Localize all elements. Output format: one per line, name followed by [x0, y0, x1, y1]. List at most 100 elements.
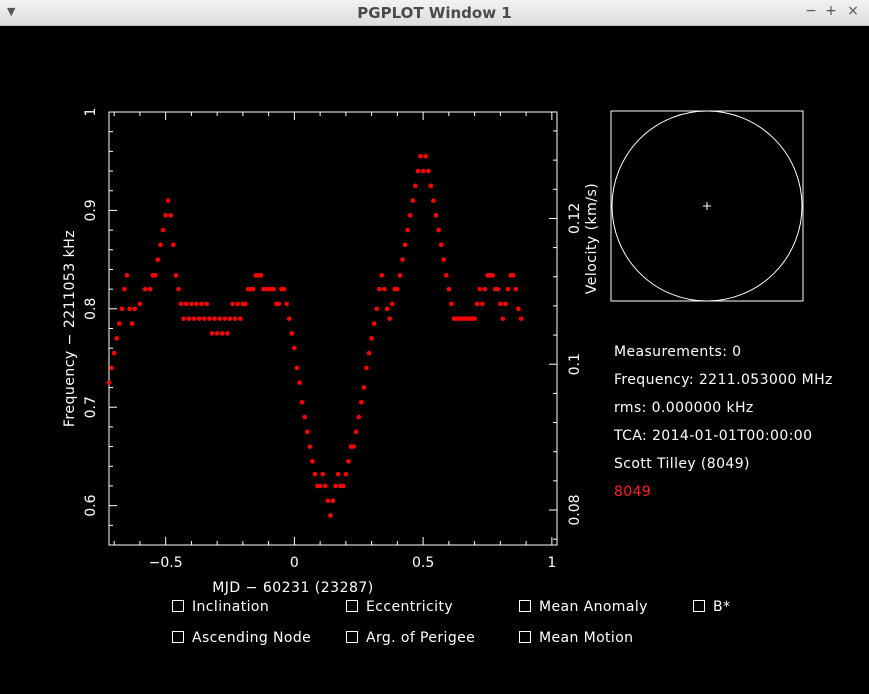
checkbox-box[interactable] — [346, 631, 358, 643]
data-point — [330, 498, 336, 504]
data-point — [114, 336, 120, 341]
data-point — [129, 321, 135, 326]
data-point — [500, 316, 506, 321]
data-point — [495, 286, 501, 292]
data-point — [490, 273, 495, 278]
data-point — [225, 331, 230, 336]
data-point — [361, 385, 367, 390]
data-point — [389, 301, 395, 307]
data-point — [340, 483, 346, 489]
data-point — [433, 213, 439, 218]
data-point — [425, 168, 431, 174]
data-point — [382, 286, 387, 292]
data-point — [214, 331, 220, 336]
data-point — [212, 316, 217, 321]
y2-tick-label: 0.08 — [567, 494, 583, 525]
data-point — [186, 316, 192, 321]
data-point — [513, 286, 519, 292]
data-point — [317, 483, 323, 489]
data-point — [351, 444, 356, 449]
data-point — [297, 380, 302, 385]
data-point — [281, 286, 287, 292]
data-point — [294, 365, 300, 371]
data-point — [302, 414, 307, 420]
data-point — [124, 273, 130, 278]
data-point — [405, 227, 410, 233]
window-title: PGPLOT Window 1 — [357, 4, 512, 22]
window-menu-icon[interactable]: ▼ — [7, 5, 16, 18]
data-point — [209, 331, 215, 336]
mean-anomaly-checkbox[interactable]: Mean Anomaly — [519, 599, 648, 615]
data-point — [219, 331, 225, 336]
checkbox-box[interactable] — [172, 600, 184, 612]
data-point — [183, 301, 189, 307]
data-point — [304, 429, 310, 435]
x-tick-label: 0.5 — [412, 555, 434, 571]
tca-readout: TCA: 2014-01-01T00:00:00 — [614, 428, 813, 444]
plot-frame — [108, 111, 558, 546]
minimize-button[interactable]: − — [805, 3, 817, 19]
y-tick-label: 0.6 — [83, 494, 99, 516]
data-point — [122, 286, 127, 292]
checkbox-box[interactable] — [693, 600, 705, 612]
data-point — [199, 301, 204, 307]
data-point — [366, 350, 372, 356]
data-point — [158, 242, 163, 248]
data-point — [423, 153, 428, 159]
frequency-chart[interactable]: −0.5 0 0.5 1 0.6 0.7 0.8 0.9 1 0.08 0.1 0.12 MJD − 6… — [0, 26, 869, 694]
data-point — [446, 286, 452, 292]
data-point — [410, 198, 416, 203]
checkbox-box[interactable] — [172, 631, 184, 643]
inclination-checkbox[interactable]: Inclination — [172, 599, 269, 615]
rms-readout: rms: 0.000000 kHz — [614, 400, 754, 416]
data-point — [438, 242, 444, 248]
site-id: 8049 — [614, 484, 652, 500]
mean-motion-checkbox[interactable]: Mean Motion — [519, 630, 633, 646]
data-point — [346, 459, 351, 464]
data-point — [449, 301, 454, 307]
data-point — [163, 213, 168, 218]
data-point — [127, 306, 132, 312]
ascending-node-checkbox[interactable]: Ascending Node — [172, 630, 311, 646]
data-point — [333, 483, 338, 489]
data-point — [201, 316, 207, 321]
data-point — [284, 301, 289, 307]
checkbox-box[interactable] — [346, 600, 358, 612]
data-point — [116, 321, 122, 326]
data-point — [312, 471, 318, 477]
plot-canvas: −0.5 0 0.5 1 0.6 0.7 0.8 0.9 1 0.08 0.1 0.12 MJD − 6… — [0, 26, 869, 694]
data-point — [377, 286, 382, 292]
data-point — [356, 414, 362, 420]
checkbox-box[interactable] — [519, 600, 531, 612]
data-point — [364, 365, 369, 371]
data-point — [299, 400, 305, 405]
data-point — [292, 345, 297, 351]
data-point — [119, 306, 125, 312]
y2-tick-label: 0.1 — [567, 353, 583, 375]
data-point — [310, 459, 315, 464]
bstar-checkbox[interactable]: B* — [693, 599, 730, 615]
measurements-count: Measurements: 0 — [614, 344, 742, 360]
data-point — [235, 301, 241, 307]
data-point — [441, 257, 447, 262]
eccentricity-checkbox[interactable]: Eccentricity — [346, 599, 453, 615]
data-point — [359, 400, 364, 405]
data-point — [137, 301, 143, 307]
data-point — [353, 429, 359, 435]
data-point — [207, 316, 212, 321]
data-point — [238, 316, 243, 321]
satellite-label: Scott Tilley (8049) — [614, 456, 750, 472]
close-button[interactable]: × — [847, 3, 859, 19]
data-point — [222, 316, 228, 321]
y-tick-label: 0.7 — [83, 396, 99, 418]
data-point — [374, 306, 380, 312]
horizon-circle — [611, 110, 803, 302]
maximize-button[interactable]: + — [825, 3, 837, 19]
data-point — [402, 242, 408, 248]
data-point — [503, 301, 508, 307]
data-point — [171, 242, 176, 248]
checkbox-box[interactable] — [519, 631, 531, 643]
data-point — [436, 227, 441, 233]
arg-of-perigee-checkbox[interactable]: Arg. of Perigee — [346, 630, 475, 646]
data-point — [428, 183, 434, 189]
